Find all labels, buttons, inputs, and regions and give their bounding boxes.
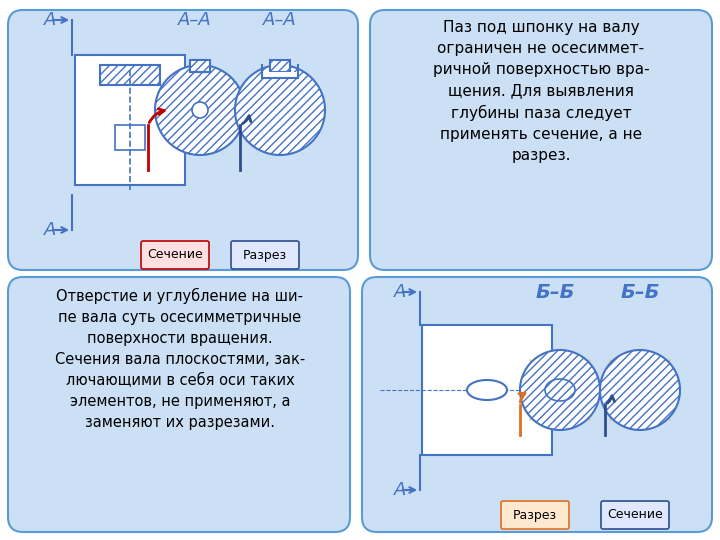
Text: Паз под шпонку на валу
ограничен не осесиммет-
ричной поверхностью вра-
щения. Д: Паз под шпонку на валу ограничен не осес… — [433, 20, 649, 163]
Bar — [190, 60, 210, 72]
FancyBboxPatch shape — [370, 10, 712, 270]
Ellipse shape — [545, 379, 575, 401]
Circle shape — [192, 102, 208, 118]
Text: Сечение: Сечение — [147, 248, 203, 261]
Bar — [270, 60, 290, 72]
Text: Разрез: Разрез — [243, 248, 287, 261]
Bar — [75, 55, 185, 185]
Bar — [190, 60, 210, 72]
Text: А–А: А–А — [263, 11, 297, 29]
Bar — [422, 325, 552, 455]
Circle shape — [235, 65, 325, 155]
Text: Разрез: Разрез — [513, 509, 557, 522]
Bar — [270, 60, 290, 72]
FancyBboxPatch shape — [190, 60, 210, 72]
Bar — [100, 65, 160, 85]
FancyBboxPatch shape — [501, 501, 569, 529]
Bar — [100, 65, 160, 85]
Bar — [115, 125, 145, 150]
Text: A: A — [44, 11, 56, 29]
FancyBboxPatch shape — [362, 277, 712, 532]
Circle shape — [600, 350, 680, 430]
FancyBboxPatch shape — [601, 501, 669, 529]
FancyBboxPatch shape — [8, 10, 358, 270]
FancyBboxPatch shape — [8, 277, 350, 532]
Circle shape — [520, 350, 600, 430]
Text: Б–Б: Б–Б — [620, 282, 660, 301]
Ellipse shape — [467, 380, 507, 400]
FancyBboxPatch shape — [231, 241, 299, 269]
Text: A: A — [44, 221, 56, 239]
Text: А: А — [394, 283, 406, 301]
Text: Отверстие и углубление на ши-
пе вала суть осесимметричные
поверхности вращения.: Отверстие и углубление на ши- пе вала су… — [55, 288, 305, 430]
Bar — [262, 72, 298, 78]
Text: А: А — [394, 481, 406, 499]
Text: Б–Б: Б–Б — [535, 282, 575, 301]
Circle shape — [155, 65, 245, 155]
Text: Сечение: Сечение — [607, 509, 663, 522]
Text: А–А: А–А — [178, 11, 212, 29]
FancyBboxPatch shape — [141, 241, 209, 269]
